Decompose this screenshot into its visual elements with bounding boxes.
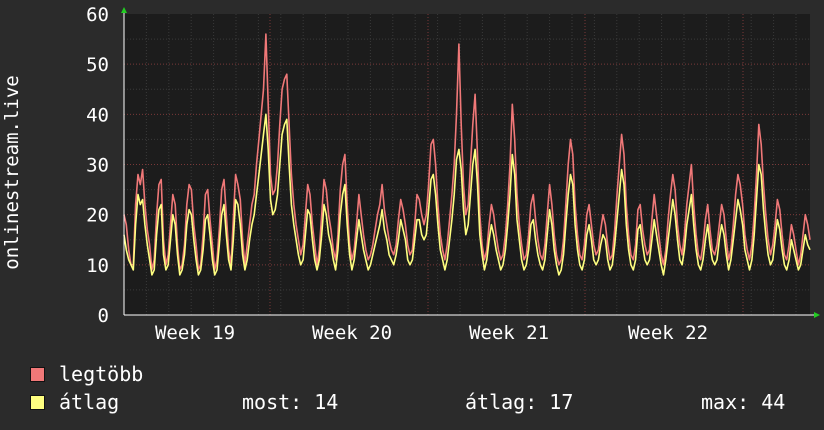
x-tick-label: Week 20 <box>312 322 392 344</box>
series-line-atlag <box>123 113 811 276</box>
series-line-legtobb <box>123 33 811 271</box>
y-tick-label: 40 <box>86 104 109 126</box>
y-tick-label: 50 <box>86 54 109 76</box>
legend-item-atlag: átlag <box>30 390 119 414</box>
legend-swatch-atlag <box>30 394 45 410</box>
x-axis-arrow <box>814 312 820 318</box>
y-tick-label: 10 <box>86 255 109 277</box>
y-axis-arrow <box>121 7 127 13</box>
x-tick-label: Week 21 <box>469 322 549 344</box>
y-tick-label: 0 <box>98 305 109 327</box>
stat-atlag: átlag: 17 <box>465 390 574 414</box>
legend-label-legtobb: legtöbb <box>59 362 144 386</box>
y-tick-label: 30 <box>86 155 109 177</box>
y-tick-label: 60 <box>86 4 109 26</box>
x-tick-label: Week 19 <box>155 322 235 344</box>
legend-swatch-legtobb <box>30 366 45 382</box>
x-tick-label: Week 22 <box>628 322 708 344</box>
legend-item-legtobb: legtöbb <box>30 362 143 386</box>
y-axis-title: onlinestream.live <box>1 75 23 269</box>
legend-label-atlag: átlag <box>59 390 120 414</box>
stat-most: most: 14 <box>242 390 339 414</box>
stat-max: max: 44 <box>701 390 786 414</box>
y-tick-label: 20 <box>86 205 109 227</box>
